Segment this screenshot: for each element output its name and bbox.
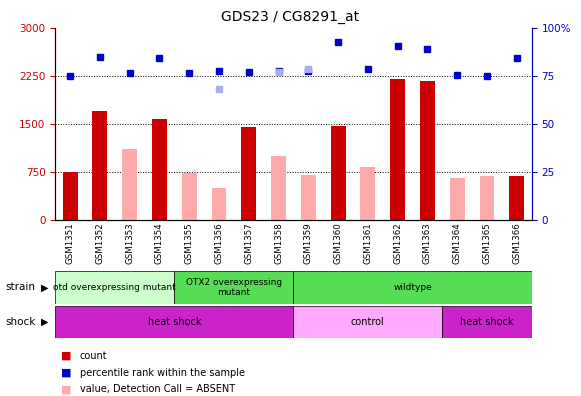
Text: heat shock: heat shock xyxy=(460,317,514,327)
Bar xyxy=(271,156,286,220)
Bar xyxy=(63,172,77,220)
Text: ■: ■ xyxy=(61,384,71,394)
Bar xyxy=(293,271,532,304)
Text: strain: strain xyxy=(6,282,36,293)
Bar xyxy=(331,126,346,220)
Text: ▶: ▶ xyxy=(41,317,48,327)
Text: ▶: ▶ xyxy=(41,282,48,293)
Bar xyxy=(211,188,227,220)
Text: percentile rank within the sample: percentile rank within the sample xyxy=(80,367,245,378)
Bar xyxy=(241,127,256,220)
Text: GDS23 / CG8291_at: GDS23 / CG8291_at xyxy=(221,10,360,24)
Bar xyxy=(122,149,137,220)
Bar xyxy=(174,271,293,304)
Bar xyxy=(293,306,442,338)
Text: value, Detection Call = ABSENT: value, Detection Call = ABSENT xyxy=(80,384,235,394)
Bar xyxy=(390,79,405,220)
Bar xyxy=(301,175,315,220)
Text: OTX2 overexpressing
mutant: OTX2 overexpressing mutant xyxy=(186,278,282,297)
Bar xyxy=(152,119,167,220)
Bar xyxy=(450,178,465,220)
Bar xyxy=(442,306,532,338)
Bar xyxy=(420,81,435,220)
Text: wildtype: wildtype xyxy=(393,283,432,292)
Text: otd overexpressing mutant: otd overexpressing mutant xyxy=(53,283,176,292)
Text: shock: shock xyxy=(6,317,36,327)
Text: count: count xyxy=(80,351,107,361)
Text: ■: ■ xyxy=(61,367,71,378)
Bar xyxy=(479,176,494,220)
Bar xyxy=(182,173,196,220)
Text: ■: ■ xyxy=(61,351,71,361)
Bar xyxy=(55,271,174,304)
Bar xyxy=(55,306,293,338)
Text: heat shock: heat shock xyxy=(148,317,201,327)
Bar xyxy=(92,111,107,220)
Bar xyxy=(360,167,375,220)
Bar xyxy=(510,176,524,220)
Text: control: control xyxy=(351,317,385,327)
